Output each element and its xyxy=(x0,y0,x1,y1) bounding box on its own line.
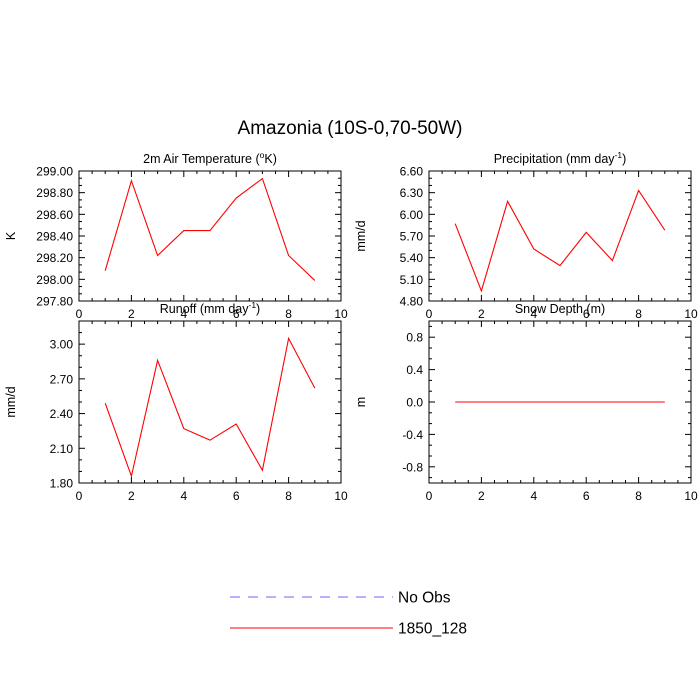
y-tick-label: -0.4 xyxy=(402,428,423,442)
series-line-1850_128 xyxy=(104,177,316,281)
x-tick-label: 0 xyxy=(426,307,433,321)
panel-2: Precipitation (mm day-1) mm/d 0 2 4 6 8 10 4.80 5… xyxy=(354,150,698,321)
x-tick-label: 4 xyxy=(180,307,187,321)
y-tick-label: 6.00 xyxy=(400,208,424,222)
x-tick-label: 6 xyxy=(233,307,240,321)
panel-1: 2m Air Temperature (oK) K 0 2 4 6 8 10 297.80 298… xyxy=(4,150,348,321)
y-tick-label: 4.80 xyxy=(400,295,424,309)
x-tick-label: 8 xyxy=(635,489,642,503)
x-tick-label: 2 xyxy=(478,489,485,503)
x-tick-label: 4 xyxy=(530,489,537,503)
series-line-1850_128 xyxy=(454,189,666,293)
panel-title-superscript: o xyxy=(260,150,265,160)
x-tick-label: 8 xyxy=(285,307,292,321)
y-tick-label: 5.10 xyxy=(400,273,424,287)
plot-frame xyxy=(78,170,342,302)
x-tick-label: 10 xyxy=(334,307,348,321)
x-tick-label: 6 xyxy=(233,489,240,503)
y-tick-label: -0.8 xyxy=(402,460,423,474)
x-tick-label: 0 xyxy=(426,489,433,503)
y-tick-label: 2.10 xyxy=(50,442,74,456)
y-tick-label: 298.60 xyxy=(36,208,73,222)
y-tick-label: 299.00 xyxy=(36,165,73,179)
panel-title: Precipitation (mm day-1) xyxy=(494,150,627,166)
x-tick-label: 8 xyxy=(635,307,642,321)
y-axis-label: mm/d xyxy=(354,220,368,251)
panel-title: Runoff (mm day-1) xyxy=(160,300,260,316)
y-axis-label: mm/d xyxy=(4,386,18,417)
y-tick-label: 2.70 xyxy=(50,372,74,386)
y-tick-label: 297.80 xyxy=(36,295,73,309)
y-tick-label: 0.8 xyxy=(406,331,423,345)
x-tick-label: 0 xyxy=(76,307,83,321)
legend-label-2: 1850_128 xyxy=(398,621,467,638)
panel-4: Snow Depth (m) m 0 2 4 6 8 10 -0.8 -0.4 0.0 0.4 0.8 xyxy=(354,302,698,503)
y-tick-label: 5.40 xyxy=(400,251,424,265)
x-tick-label: 2 xyxy=(128,489,135,503)
panel-title-superscript: -1 xyxy=(615,150,623,160)
y-tick-label: 3.00 xyxy=(50,338,74,352)
x-tick-label: 2 xyxy=(128,307,135,321)
x-tick-label: 10 xyxy=(684,489,698,503)
x-tick-label: 6 xyxy=(583,489,590,503)
y-axis-label: K xyxy=(4,231,18,240)
panel-3: Runoff (mm day-1) mm/d 0 2 4 6 8 10 1.80 2.10 2.40… xyxy=(4,300,348,503)
x-tick-label: 0 xyxy=(76,489,83,503)
x-tick-label: 4 xyxy=(180,489,187,503)
plot-frame xyxy=(78,320,342,484)
panel-title: Snow Depth (m) xyxy=(515,302,605,316)
panel-title: 2m Air Temperature (oK) xyxy=(143,150,277,166)
legend-label-1: No Obs xyxy=(398,590,451,607)
y-tick-label: 298.40 xyxy=(36,230,73,244)
figure-title: Amazonia (10S-0,70-50W) xyxy=(238,118,463,139)
y-tick-label: 298.20 xyxy=(36,251,73,265)
panel-title-superscript: -1 xyxy=(248,300,256,310)
x-tick-label: 4 xyxy=(530,307,537,321)
y-tick-label: 5.70 xyxy=(400,230,424,244)
y-tick-label: 298.00 xyxy=(36,273,73,287)
y-tick-label: 298.80 xyxy=(36,186,73,200)
x-tick-label: 10 xyxy=(334,489,348,503)
y-tick-label: 2.40 xyxy=(50,407,74,421)
panels: 2m Air Temperature (oK) K 0 2 4 6 8 10 297.80 298… xyxy=(4,150,698,503)
series-line-1850_128 xyxy=(104,336,316,479)
x-tick-label: 8 xyxy=(285,489,292,503)
x-tick-label: 10 xyxy=(684,307,698,321)
y-tick-label: 6.60 xyxy=(400,165,424,179)
plot-frame xyxy=(428,170,692,302)
y-tick-label: 1.80 xyxy=(50,477,74,491)
x-tick-label: 6 xyxy=(583,307,590,321)
y-axis-label: m xyxy=(354,397,368,407)
y-tick-label: 0.4 xyxy=(406,363,423,377)
y-tick-label: 0.0 xyxy=(406,396,423,410)
legend: No Obs 1850_128 xyxy=(230,590,467,638)
y-tick-label: 6.30 xyxy=(400,186,424,200)
x-tick-label: 2 xyxy=(478,307,485,321)
